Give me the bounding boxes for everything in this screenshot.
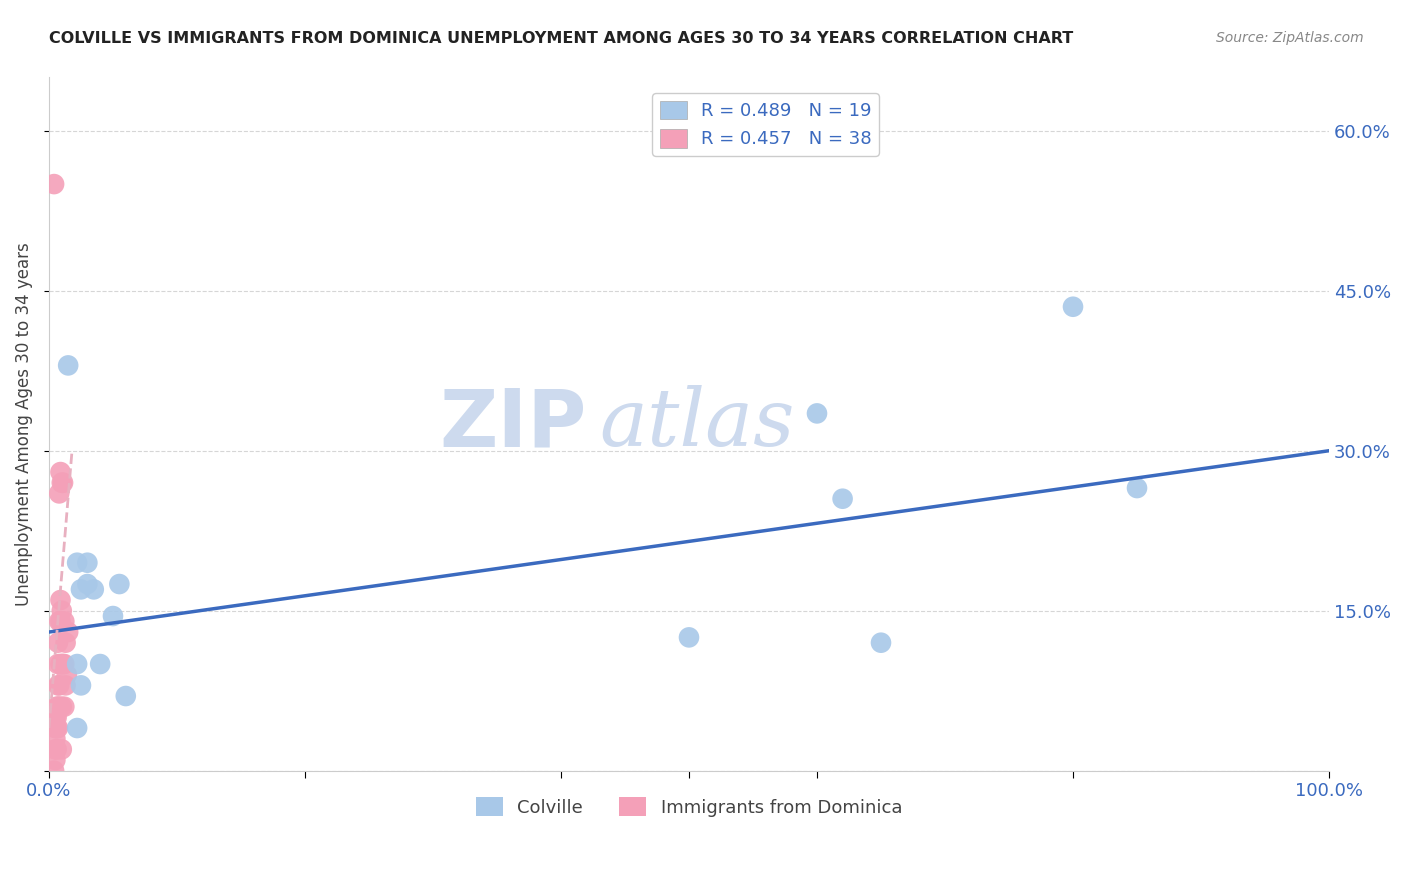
Point (66, 556, 89, 570)
Point (48, 678, 70, 692)
Point (44, 721, 66, 735)
Legend: Colville, Immigrants from Dominica: Colville, Immigrants from Dominica (468, 790, 910, 824)
Point (56, 625, 79, 640)
Point (108, 577, 131, 591)
Point (49, 657, 72, 671)
Point (70, 582, 93, 597)
Point (42, 764, 65, 778)
Text: COLVILLE VS IMMIGRANTS FROM DOMINICA UNEMPLOYMENT AMONG AGES 30 TO 34 YEARS CORR: COLVILLE VS IMMIGRANTS FROM DOMINICA UNE… (49, 31, 1073, 46)
Point (101, 609, 124, 624)
Point (46, 721, 69, 735)
Point (52, 657, 75, 671)
Point (678, 631, 700, 645)
Point (114, 689, 136, 703)
Point (48, 615, 70, 629)
Point (53, 657, 76, 671)
Point (51, 742, 73, 756)
Point (51, 475, 73, 490)
Point (44, 753, 66, 767)
Point (76, 577, 98, 591)
Point (76, 556, 98, 570)
Point (49, 615, 72, 629)
Point (45, 710, 67, 724)
Point (1126, 481, 1149, 495)
Point (51, 657, 73, 671)
Point (46, 657, 69, 671)
Point (44, 710, 66, 724)
Point (51, 604, 73, 618)
Point (56, 359, 79, 373)
Text: ZIP: ZIP (439, 385, 586, 463)
Point (45, 742, 67, 756)
Point (45, 721, 67, 735)
Point (53, 699, 76, 714)
Point (806, 406, 828, 420)
Text: Source: ZipAtlas.com: Source: ZipAtlas.com (1216, 31, 1364, 45)
Point (83, 582, 105, 597)
Point (55, 636, 77, 650)
Point (44, 742, 66, 756)
Point (49, 593, 72, 607)
Point (89, 657, 111, 671)
Point (51, 699, 73, 714)
Point (1062, 300, 1084, 314)
Point (53, 615, 76, 629)
Point (70, 678, 93, 692)
Point (48, 486, 70, 500)
Point (46, 678, 69, 692)
Point (44, 731, 66, 746)
Point (55, 678, 77, 692)
Point (831, 491, 853, 506)
Point (870, 636, 893, 650)
Point (56, 667, 79, 681)
Point (46, 699, 69, 714)
Point (52, 475, 75, 490)
Point (66, 657, 89, 671)
Point (42, 177, 65, 191)
Point (46, 636, 69, 650)
Point (66, 721, 89, 735)
Point (48, 699, 70, 714)
Text: atlas: atlas (599, 385, 794, 463)
Y-axis label: Unemployment Among Ages 30 to 34 years: Unemployment Among Ages 30 to 34 years (15, 243, 32, 606)
Point (45, 699, 67, 714)
Point (49, 465, 72, 479)
